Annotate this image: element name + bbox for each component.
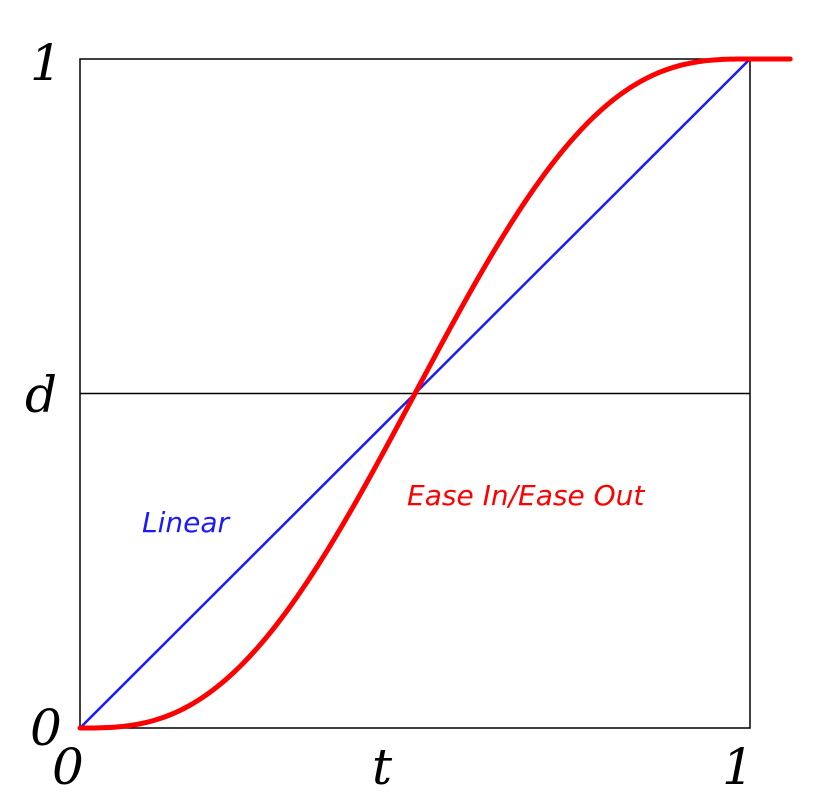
x-tick-t: t bbox=[372, 738, 393, 796]
x-tick-0: 0 bbox=[52, 738, 84, 796]
ease-series-curve bbox=[77, 56, 793, 731]
ease-series-label: Ease In/Ease Out bbox=[407, 479, 645, 512]
y-tick-0: 0 bbox=[30, 699, 62, 757]
linear-series-label: Linear bbox=[142, 506, 231, 539]
y-tick-1: 1 bbox=[30, 34, 62, 92]
x-tick-1: 1 bbox=[722, 738, 754, 796]
y-tick-d: d bbox=[25, 366, 57, 424]
